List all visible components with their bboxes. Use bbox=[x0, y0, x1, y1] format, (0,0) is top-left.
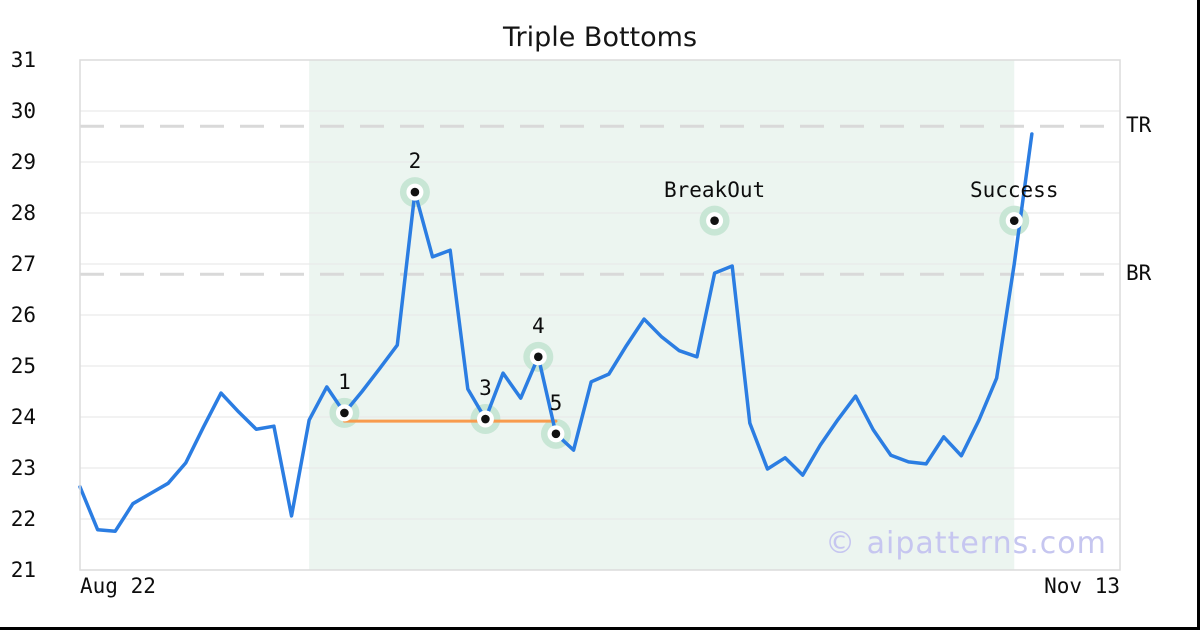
annotation-label: 2 bbox=[408, 149, 422, 174]
y-tick-label: 25 bbox=[10, 354, 36, 378]
y-tick-label: 23 bbox=[10, 456, 36, 480]
y-tick-label: 27 bbox=[10, 252, 36, 276]
y-tick-label: 26 bbox=[10, 303, 36, 327]
plot-border bbox=[79, 59, 1121, 571]
y-tick-label: 30 bbox=[10, 99, 36, 123]
x-axis-start-label: Aug 22 bbox=[80, 574, 156, 598]
marker-dot bbox=[340, 408, 349, 418]
y-tick-label: 21 bbox=[10, 558, 36, 582]
y-tick-label: 24 bbox=[10, 405, 36, 429]
marker-dot bbox=[551, 429, 561, 439]
annotation-label: BreakOut bbox=[663, 177, 766, 202]
watermark: © aipatterns.com bbox=[825, 526, 1107, 561]
annotation-label: 3 bbox=[479, 376, 492, 401]
marker-dot bbox=[710, 216, 719, 225]
marker-dot bbox=[534, 352, 543, 362]
y-tick-label: 28 bbox=[10, 201, 36, 225]
y-tick-label: 31 bbox=[10, 48, 36, 72]
annotation-label: 4 bbox=[531, 313, 545, 338]
br-line-label: BR bbox=[1126, 261, 1152, 286]
annotation-label: 5 bbox=[549, 390, 563, 415]
tr-line-label: TR bbox=[1126, 113, 1152, 138]
chart-title: Triple Bottoms bbox=[502, 22, 698, 53]
annotation-label: Success bbox=[969, 177, 1059, 202]
annotation-label: 1 bbox=[338, 369, 351, 394]
marker-dot bbox=[1009, 216, 1019, 225]
marker-dot bbox=[410, 187, 420, 197]
y-tick-label: 29 bbox=[10, 150, 36, 174]
x-axis-end-label: Nov 13 bbox=[1044, 574, 1120, 598]
y-tick-label: 22 bbox=[10, 507, 36, 531]
marker-dot bbox=[481, 414, 490, 424]
